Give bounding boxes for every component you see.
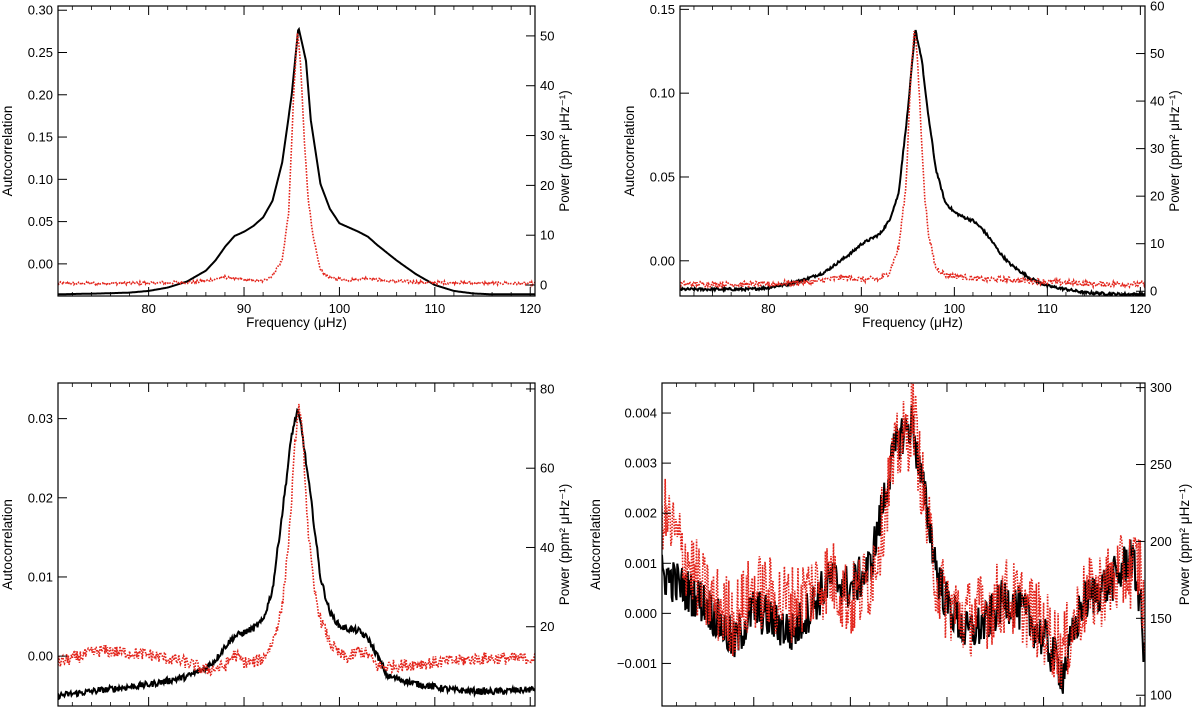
y-tick-label: 0.01	[28, 569, 53, 584]
y2-tick-label: 10	[540, 228, 554, 243]
y-tick-label: 0.00	[28, 649, 53, 664]
y-tick-label: 0.004	[624, 406, 657, 421]
y2-tick-label: 200	[1150, 534, 1172, 549]
y2-tick-label: 50	[540, 28, 554, 43]
chart-panel-3: 80901001101200.000.010.020.0320406080Fre…	[0, 381, 572, 717]
y2-tick-label: 250	[1150, 457, 1172, 472]
series-line-power	[58, 403, 535, 677]
y-tick-label: 0.001	[624, 556, 657, 571]
y-tick-label: 0.02	[28, 490, 53, 505]
x-axis-label: Frequency (μHz)	[246, 315, 347, 330]
y-axis-label: Autocorrelation	[588, 499, 603, 590]
y2-axis-label: Power (ppm² μHz⁻¹)	[1167, 90, 1182, 211]
y-tick-label: 0.10	[28, 172, 53, 187]
series-line-autocorrelation	[58, 408, 535, 701]
y-tick-label: 0.25	[28, 45, 53, 60]
y-tick-label: 0.15	[650, 2, 675, 17]
y2-tick-label: 30	[540, 128, 554, 143]
x-tick-label: 80	[141, 301, 155, 316]
x-tick-label: 120	[519, 301, 541, 316]
y2-axis-label: Power (ppm² μHz⁻¹)	[557, 484, 572, 605]
series-line-power	[680, 30, 1145, 290]
y2-tick-label: 20	[540, 619, 554, 634]
x-tick-label: 80	[761, 301, 775, 316]
y-tick-label: 0.30	[28, 3, 53, 18]
y2-tick-label: 60	[1150, 0, 1164, 14]
plot-frame	[679, 5, 1146, 297]
y-tick-label: 0.002	[624, 506, 657, 521]
y-tick-label: −0.001	[617, 656, 657, 671]
y-tick-label: 0.15	[28, 130, 53, 145]
y2-tick-label: 30	[1150, 141, 1164, 156]
series-line-autocorrelation	[58, 26, 535, 296]
chart-panel-1: 80 90 100 110 1200.000.050.100.150.200.250.3…	[0, 3, 572, 330]
y2-tick-label: 80	[540, 381, 554, 396]
x-tick-label: 110	[1037, 301, 1058, 316]
y2-axis-label: Power (ppm² μHz⁻¹)	[1177, 484, 1192, 605]
y-tick-label: 0.05	[650, 169, 675, 184]
y-tick-label: 0.003	[624, 456, 657, 471]
y2-axis-label: Power (ppm² μHz⁻¹)	[557, 90, 572, 211]
y2-tick-label: 0	[1150, 284, 1157, 299]
plot-frame	[57, 382, 536, 707]
y-tick-label: 0.03	[28, 411, 53, 426]
y2-tick-label: 60	[540, 461, 554, 476]
y2-tick-label: 150	[1150, 611, 1172, 626]
x-tick-label: 100	[329, 301, 351, 316]
y2-tick-label: 10	[1150, 236, 1164, 251]
y2-tick-label: 50	[1150, 46, 1164, 61]
y-tick-label: 0.00	[28, 256, 53, 271]
y2-tick-label: 0	[540, 278, 547, 293]
chart-panel-4: 8090100110120−0.0010.0000.0010.0020.0030…	[588, 380, 1192, 717]
y2-tick-label: 20	[1150, 189, 1164, 204]
y2-tick-label: 40	[540, 540, 554, 555]
x-tick-label: 90	[237, 301, 251, 316]
y2-tick-label: 300	[1150, 380, 1172, 395]
x-axis-label: Frequency (μHz)	[862, 315, 963, 330]
y2-tick-label: 20	[540, 178, 554, 193]
y-tick-label: 0.05	[28, 214, 53, 229]
plot-frame	[661, 382, 1146, 707]
y-axis-label: Autocorrelation	[622, 106, 637, 197]
y-axis-label: Autocorrelation	[0, 106, 15, 197]
series-line-power	[662, 383, 1145, 688]
series-line-power	[58, 32, 535, 288]
y-tick-label: 0.10	[650, 86, 675, 101]
y2-tick-label: 40	[1150, 94, 1164, 109]
x-tick-label: 100	[943, 301, 965, 316]
x-tick-label: 90	[854, 301, 868, 316]
x-tick-label: 120	[1129, 301, 1151, 316]
plot-frame	[57, 5, 536, 297]
chart-panel-2: 80 90 100 110 120 0.00 0.05 0.10 0.15 0 10 20 30 40 50…	[622, 0, 1182, 330]
y2-tick-label: 40	[540, 78, 554, 93]
series-line-autocorrelation	[680, 29, 1145, 296]
y-axis-label: Autocorrelation	[0, 499, 15, 590]
y-tick-label: 0.00	[650, 253, 675, 268]
y-tick-label: 0.20	[28, 87, 53, 102]
x-tick-label: 110	[424, 301, 445, 316]
y-tick-label: 0.000	[624, 606, 657, 621]
y2-tick-label: 100	[1150, 688, 1172, 703]
